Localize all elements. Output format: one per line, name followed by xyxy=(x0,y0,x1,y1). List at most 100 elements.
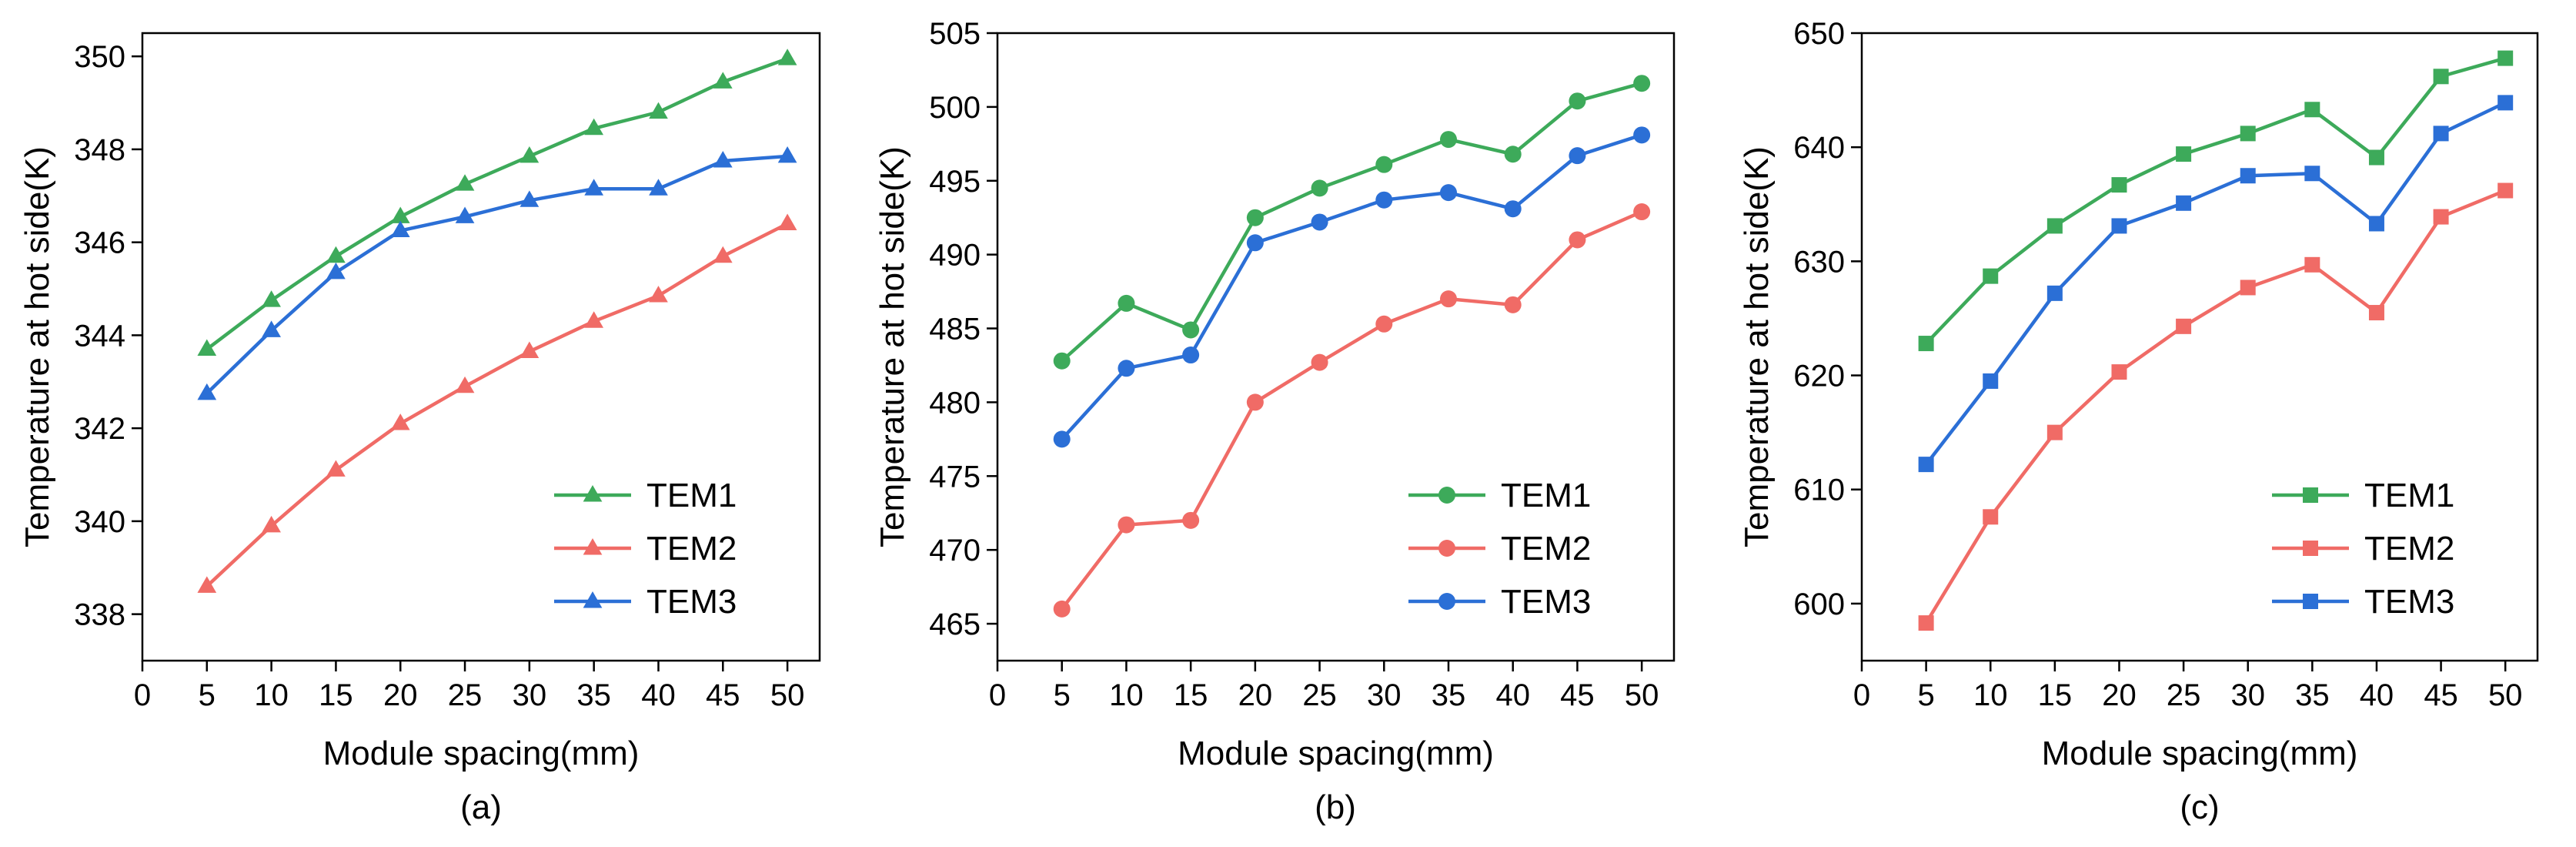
data-point xyxy=(2240,126,2256,142)
data-point xyxy=(777,146,797,163)
x-tick-label: 35 xyxy=(2295,678,2330,712)
data-point xyxy=(2497,50,2514,66)
data-point xyxy=(1118,360,1135,377)
x-tick-label: 25 xyxy=(2167,678,2201,712)
x-tick-label: 30 xyxy=(1367,678,1402,712)
x-tick-label: 0 xyxy=(1853,678,1870,712)
series-line-tem2 xyxy=(1060,209,1643,611)
data-point xyxy=(1053,430,1071,448)
plot-frame xyxy=(996,32,1676,662)
data-point xyxy=(197,383,217,400)
series-line-tem2 xyxy=(205,222,789,588)
data-point xyxy=(1633,203,1651,221)
data-point xyxy=(2433,69,2449,85)
data-point xyxy=(390,220,410,238)
legend-label: TEM3 xyxy=(2364,583,2454,621)
x-tick-label: 35 xyxy=(1432,678,1466,712)
x-axis-title: Module spacing(mm) xyxy=(2042,735,2358,772)
series-line-tem1 xyxy=(205,57,788,351)
data-point xyxy=(1983,509,1999,525)
x-tick-label: 5 xyxy=(1054,678,1071,712)
legend-label: TEM3 xyxy=(647,583,737,621)
data-point xyxy=(1375,191,1393,209)
series-line-tem2 xyxy=(1924,189,2507,624)
x-tick-label: 40 xyxy=(2360,678,2394,712)
series-tem2 xyxy=(197,213,797,593)
series-tem3 xyxy=(1053,126,1651,448)
legend-label: TEM2 xyxy=(1501,530,1591,567)
data-point xyxy=(584,179,604,196)
y-tick-label: 465 xyxy=(929,608,981,641)
series-line-tem3 xyxy=(1924,101,2507,466)
chart-panel-1: 0 5 10 15 20 25 30 35 40 45 50 338 340 342 344 346 348 35… xyxy=(18,32,821,826)
x-tick-label: 45 xyxy=(2424,678,2458,712)
data-point xyxy=(777,49,797,65)
x-tick-label: 25 xyxy=(448,678,483,712)
data-point xyxy=(1569,231,1586,249)
data-point xyxy=(2046,285,2063,301)
data-point xyxy=(2176,195,2192,211)
data-point xyxy=(1182,511,1200,529)
data-point xyxy=(1246,393,1264,411)
data-point xyxy=(1918,336,1934,352)
legend-marker xyxy=(2303,487,2318,503)
series-tem1 xyxy=(1053,75,1651,370)
data-point xyxy=(262,290,281,307)
data-point xyxy=(520,190,540,207)
data-point xyxy=(1375,315,1393,333)
x-tick-label: 20 xyxy=(1238,678,1273,712)
data-point xyxy=(1918,457,1934,473)
x-tick-label: 30 xyxy=(513,678,547,712)
x-tick-label: 5 xyxy=(199,678,216,712)
y-tick-label: 348 xyxy=(74,133,125,167)
data-point xyxy=(197,339,217,356)
y-axis-title: Temperature at hot side(K) xyxy=(18,146,56,547)
x-axis-title: Module spacing(mm) xyxy=(1178,735,1494,772)
data-point xyxy=(2046,424,2063,440)
x-tick-label: 40 xyxy=(1495,678,1530,712)
data-point xyxy=(1246,234,1264,252)
x-tick-label: 20 xyxy=(2102,678,2137,712)
data-point xyxy=(1569,147,1586,165)
data-point xyxy=(2240,168,2256,184)
series-tem3 xyxy=(1918,95,2514,473)
data-point xyxy=(2433,126,2449,142)
y-tick-label: 505 xyxy=(929,17,981,51)
y-tick-label: 490 xyxy=(929,239,981,273)
data-point xyxy=(1504,296,1522,313)
legend-marker xyxy=(1438,487,1455,504)
data-point xyxy=(1569,92,1586,110)
x-tick-label: 0 xyxy=(989,678,1006,712)
legend-marker xyxy=(2303,541,2318,556)
x-tick-label: 10 xyxy=(254,678,289,712)
data-point xyxy=(1918,615,1934,631)
series-line-tem1 xyxy=(1924,56,2506,345)
data-point xyxy=(1053,352,1071,370)
data-point xyxy=(649,102,668,119)
y-tick-label: 600 xyxy=(1793,588,1845,621)
data-point xyxy=(2111,177,2127,193)
plot-frame xyxy=(141,32,821,662)
x-tick-label: 10 xyxy=(1109,678,1144,712)
data-point xyxy=(1311,353,1328,371)
series-line-tem3 xyxy=(205,154,788,395)
data-point xyxy=(1311,179,1328,197)
legend-label: TEM2 xyxy=(2364,530,2454,567)
data-point xyxy=(2240,280,2256,296)
y-tick-label: 650 xyxy=(1793,17,1845,51)
plot-frame xyxy=(1860,32,2539,662)
data-point xyxy=(713,72,733,89)
data-point xyxy=(1375,156,1393,173)
data-point xyxy=(1118,516,1135,534)
x-tick-label: 15 xyxy=(1174,678,1208,712)
data-point xyxy=(2304,166,2320,182)
data-point xyxy=(649,179,668,196)
data-point xyxy=(1633,75,1651,92)
data-point xyxy=(455,174,475,191)
legend-label: TEM3 xyxy=(1501,583,1591,621)
data-point xyxy=(1053,600,1071,618)
data-point xyxy=(1633,126,1651,144)
data-point xyxy=(1440,184,1457,202)
x-tick-label: 50 xyxy=(770,678,805,712)
data-point xyxy=(584,311,604,328)
